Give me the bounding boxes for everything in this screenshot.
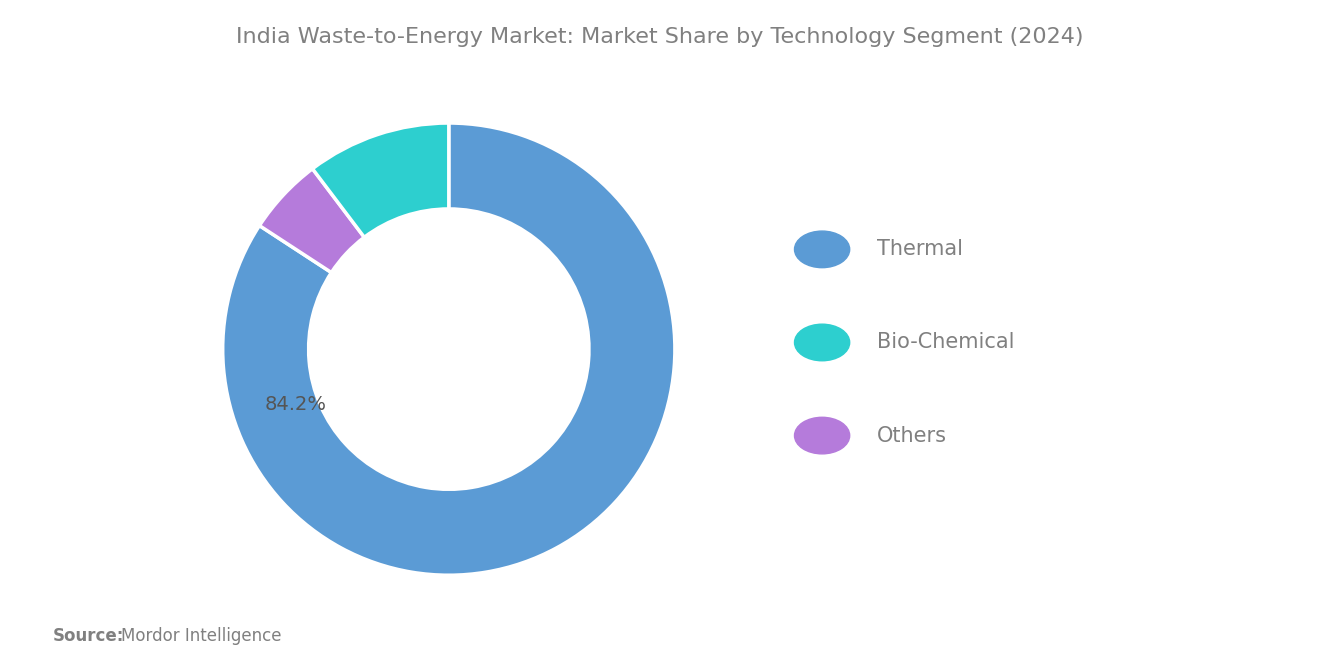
Wedge shape (223, 123, 675, 575)
Text: Source:: Source: (53, 627, 124, 645)
Text: India Waste-to-Energy Market: Market Share by Technology Segment (2024): India Waste-to-Energy Market: Market Sha… (236, 27, 1084, 47)
Text: Thermal: Thermal (878, 239, 964, 259)
Circle shape (795, 324, 850, 360)
Wedge shape (260, 169, 364, 273)
Text: 84.2%: 84.2% (265, 395, 327, 414)
Text: Bio-Chemical: Bio-Chemical (878, 332, 1015, 352)
Wedge shape (313, 123, 449, 237)
Text: Others: Others (878, 426, 948, 446)
Circle shape (795, 231, 850, 267)
Circle shape (795, 418, 850, 454)
Text: Mordor Intelligence: Mordor Intelligence (121, 627, 282, 645)
